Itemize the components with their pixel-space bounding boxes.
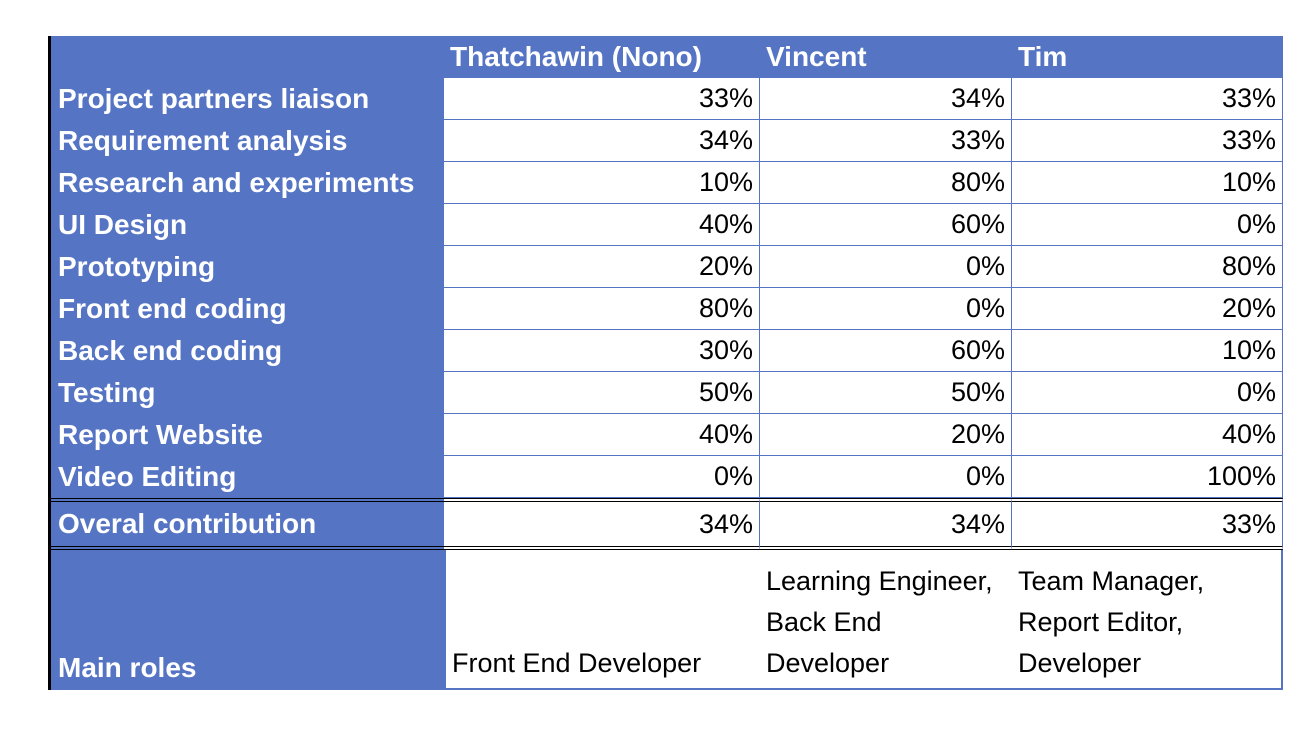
cell-value[interactable]: 0% — [444, 456, 760, 498]
cell-value[interactable]: 0% — [1012, 204, 1283, 246]
table-row: Back end coding 30% 60% 10% — [51, 330, 1283, 372]
total-value[interactable]: 34% — [760, 498, 1012, 550]
cell-value[interactable]: 80% — [1012, 246, 1283, 288]
table-row: Research and experiments 10% 80% 10% — [51, 162, 1283, 204]
cell-value[interactable]: 34% — [760, 78, 1012, 120]
cell-value[interactable]: 0% — [1012, 372, 1283, 414]
role-text: Learning Engineer, Back End Developer — [766, 566, 993, 678]
contribution-table: Thatchawin (Nono) Vincent Tim Project pa… — [48, 36, 1283, 690]
row-label[interactable]: Requirement analysis — [51, 120, 444, 162]
row-label[interactable]: Research and experiments — [51, 162, 444, 204]
cell-value[interactable]: 10% — [1012, 330, 1283, 372]
cell-value[interactable]: 33% — [1012, 120, 1283, 162]
cell-value[interactable]: 40% — [444, 204, 760, 246]
column-header-vincent[interactable]: Vincent — [760, 36, 1012, 78]
cell-value[interactable]: 60% — [760, 204, 1012, 246]
roles-label[interactable]: Main roles — [51, 550, 444, 690]
role-cell[interactable]: Learning Engineer, Back End Developer — [760, 550, 1012, 690]
row-label[interactable]: Report Website — [51, 414, 444, 456]
row-label[interactable]: Video Editing — [51, 456, 444, 498]
cell-value[interactable]: 50% — [760, 372, 1012, 414]
table-row: Report Website 40% 20% 40% — [51, 414, 1283, 456]
cell-value[interactable]: 20% — [1012, 288, 1283, 330]
cell-value[interactable]: 40% — [1012, 414, 1283, 456]
cell-value[interactable]: 0% — [760, 288, 1012, 330]
cell-value[interactable]: 10% — [444, 162, 760, 204]
cell-value[interactable]: 0% — [760, 456, 1012, 498]
table-row: Prototyping 20% 0% 80% — [51, 246, 1283, 288]
cell-value[interactable]: 20% — [760, 414, 1012, 456]
table-row: Requirement analysis 34% 33% 33% — [51, 120, 1283, 162]
roles-row: Main roles Front End Developer Learning … — [51, 550, 1283, 690]
row-label[interactable]: UI Design — [51, 204, 444, 246]
row-label[interactable]: Back end coding — [51, 330, 444, 372]
total-row: Overal contribution 34% 34% 33% — [51, 498, 1283, 550]
role-cell[interactable]: Front End Developer — [444, 550, 760, 690]
cell-value[interactable]: 60% — [760, 330, 1012, 372]
cell-value[interactable]: 80% — [760, 162, 1012, 204]
cell-value[interactable]: 0% — [760, 246, 1012, 288]
role-text: Front End Developer — [452, 648, 702, 678]
table-row: Testing 50% 50% 0% — [51, 372, 1283, 414]
column-header-tim[interactable]: Tim — [1012, 36, 1283, 78]
cell-value[interactable]: 33% — [760, 120, 1012, 162]
row-label[interactable]: Prototyping — [51, 246, 444, 288]
cell-value[interactable]: 34% — [444, 120, 760, 162]
cell-value[interactable]: 100% — [1012, 456, 1283, 498]
cell-value[interactable]: 50% — [444, 372, 760, 414]
header-row: Thatchawin (Nono) Vincent Tim — [51, 36, 1283, 78]
table-row: Video Editing 0% 0% 100% — [51, 456, 1283, 498]
row-label[interactable]: Testing — [51, 372, 444, 414]
role-text: Team Manager, Report Editor, Developer — [1018, 566, 1205, 678]
table-row: Project partners liaison 33% 34% 33% — [51, 78, 1283, 120]
total-label[interactable]: Overal contribution — [51, 498, 444, 550]
cell-value[interactable]: 40% — [444, 414, 760, 456]
cell-value[interactable]: 80% — [444, 288, 760, 330]
cell-value[interactable]: 33% — [444, 78, 760, 120]
total-value[interactable]: 34% — [444, 498, 760, 550]
cell-value[interactable]: 20% — [444, 246, 760, 288]
role-cell[interactable]: Team Manager, Report Editor, Developer — [1012, 550, 1283, 690]
row-label[interactable]: Front end coding — [51, 288, 444, 330]
row-label[interactable]: Project partners liaison — [51, 78, 444, 120]
cell-value[interactable]: 30% — [444, 330, 760, 372]
corner-cell[interactable] — [51, 36, 444, 78]
cell-value[interactable]: 10% — [1012, 162, 1283, 204]
table-row: Front end coding 80% 0% 20% — [51, 288, 1283, 330]
cell-value[interactable]: 33% — [1012, 78, 1283, 120]
table-row: UI Design 40% 60% 0% — [51, 204, 1283, 246]
total-value[interactable]: 33% — [1012, 498, 1283, 550]
column-header-thatchawin[interactable]: Thatchawin (Nono) — [444, 36, 760, 78]
